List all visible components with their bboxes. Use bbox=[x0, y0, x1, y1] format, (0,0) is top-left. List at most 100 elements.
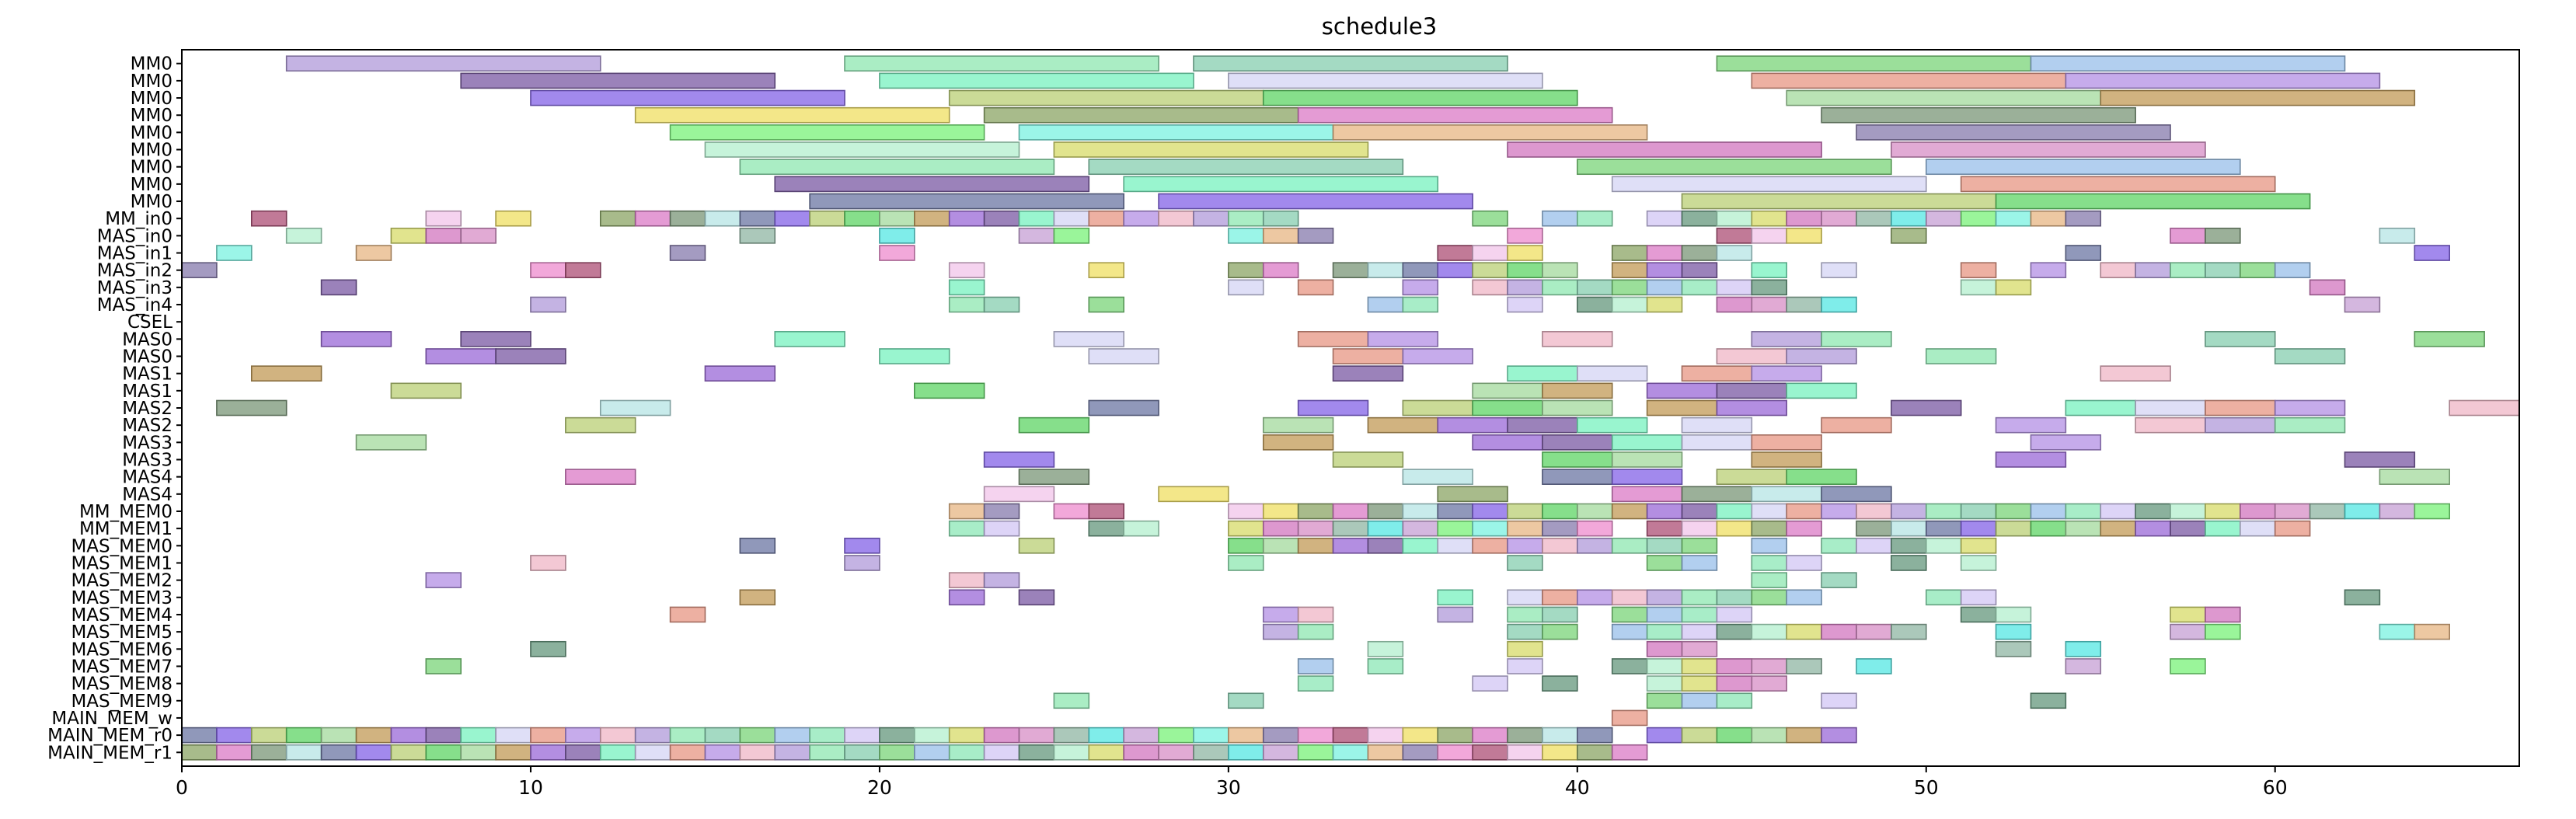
task-bar bbox=[2379, 623, 2416, 640]
task-bar bbox=[1367, 503, 1404, 520]
task-bar bbox=[809, 193, 1124, 210]
task-bar bbox=[1821, 692, 1857, 709]
y-tick-label: MM_MEM1 bbox=[79, 519, 173, 539]
task-bar bbox=[1925, 520, 1962, 537]
task-bar bbox=[1402, 348, 1473, 364]
task-bar bbox=[1751, 537, 1787, 554]
y-tick-label: MM0 bbox=[131, 158, 173, 178]
task-bar bbox=[1053, 331, 1124, 347]
task-bar bbox=[2100, 262, 2136, 279]
task-bar bbox=[1716, 279, 1753, 296]
task-bar bbox=[2344, 451, 2416, 468]
task-bar bbox=[1123, 744, 1159, 761]
task-bar bbox=[2240, 503, 2276, 520]
task-bar bbox=[1472, 520, 1508, 537]
task-bar bbox=[1367, 744, 1404, 761]
task-bar bbox=[1611, 537, 1648, 554]
task-bar bbox=[1646, 537, 1683, 554]
task-bar bbox=[1751, 486, 1822, 503]
task-bar bbox=[1751, 210, 1787, 227]
task-bar bbox=[1960, 537, 1997, 554]
task-bar bbox=[1751, 623, 1787, 640]
task-bar bbox=[1611, 589, 1648, 606]
task-bar bbox=[1821, 106, 2136, 124]
task-bar bbox=[181, 727, 218, 744]
task-bar bbox=[1018, 210, 1055, 227]
task-bar bbox=[1925, 537, 1962, 554]
task-bar bbox=[844, 537, 880, 554]
task-bar bbox=[1681, 658, 1718, 674]
task-bar bbox=[1158, 193, 1473, 210]
task-bar bbox=[739, 727, 776, 744]
task-bar bbox=[1821, 537, 1857, 554]
task-bar bbox=[216, 727, 253, 744]
task-bar bbox=[2205, 416, 2276, 434]
task-bar bbox=[1681, 279, 1718, 296]
task-bar bbox=[2170, 623, 2206, 640]
task-bar bbox=[1751, 434, 1822, 451]
y-tick-label: MAS3 bbox=[122, 450, 173, 470]
task-bar bbox=[948, 520, 985, 537]
task-bar bbox=[1960, 606, 1997, 623]
task-bar bbox=[1577, 279, 1613, 296]
task-bar bbox=[2030, 210, 2067, 227]
y-tick-label: MAS_MEM7 bbox=[71, 657, 173, 677]
task-bar bbox=[1995, 210, 2032, 227]
task-bar bbox=[1611, 623, 1648, 640]
task-bar bbox=[1402, 262, 1439, 279]
task-bar bbox=[1158, 744, 1194, 761]
task-bar bbox=[1402, 469, 1473, 485]
task-bar bbox=[844, 744, 880, 761]
task-bar bbox=[1891, 141, 2206, 158]
task-bar bbox=[1542, 434, 1613, 451]
task-bar bbox=[914, 727, 950, 744]
task-bar bbox=[250, 210, 288, 227]
task-bar bbox=[250, 365, 322, 382]
task-bar bbox=[1751, 279, 1787, 296]
task-bar bbox=[1611, 486, 1683, 503]
task-bar bbox=[1158, 486, 1229, 503]
task-bar bbox=[1542, 503, 1578, 520]
task-bar bbox=[1507, 589, 1543, 606]
task-bar bbox=[1472, 537, 1508, 554]
task-bar bbox=[1681, 520, 1718, 537]
task-bar bbox=[1716, 399, 1787, 416]
task-bar bbox=[1437, 520, 1473, 537]
task-bar bbox=[530, 262, 566, 279]
task-bar bbox=[1821, 262, 1857, 279]
y-tick-label: MM0 bbox=[131, 89, 173, 109]
task-bar bbox=[1995, 606, 2032, 623]
task-bar bbox=[2274, 262, 2311, 279]
task-bar bbox=[739, 744, 776, 761]
task-bar bbox=[181, 744, 218, 761]
task-bar bbox=[2205, 262, 2241, 279]
task-bar bbox=[425, 658, 462, 674]
task-bar bbox=[1018, 744, 1055, 761]
task-bar bbox=[1960, 210, 1997, 227]
task-bar bbox=[1053, 692, 1090, 709]
task-bar bbox=[1995, 623, 2032, 640]
task-bar bbox=[1681, 537, 1718, 554]
task-bar bbox=[1577, 520, 1613, 537]
y-tick-label: MAS1 bbox=[122, 364, 173, 385]
task-bar bbox=[1542, 279, 1578, 296]
task-bar bbox=[1228, 262, 1264, 279]
task-bar bbox=[2379, 469, 2451, 485]
task-bar bbox=[1646, 210, 1683, 227]
task-bar bbox=[565, 262, 601, 279]
task-bar bbox=[1402, 399, 1473, 416]
task-bar bbox=[1507, 520, 1543, 537]
task-bar bbox=[1856, 210, 1892, 227]
y-tick-label: MAS_MEM5 bbox=[71, 622, 173, 643]
task-bar bbox=[460, 331, 532, 347]
task-bar bbox=[2414, 331, 2485, 347]
task-bar bbox=[2065, 503, 2102, 520]
task-bar bbox=[914, 382, 985, 399]
task-bar bbox=[1960, 520, 1997, 537]
task-bar bbox=[1646, 503, 1683, 520]
task-bar bbox=[1751, 451, 1822, 468]
task-bar bbox=[1507, 228, 1543, 244]
task-bar bbox=[1577, 589, 1613, 606]
task-bar bbox=[1716, 606, 1753, 623]
task-bar bbox=[914, 210, 950, 227]
